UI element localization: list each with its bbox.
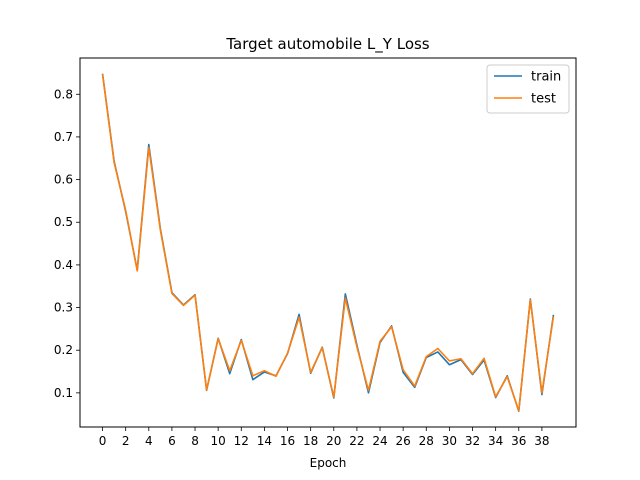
- chart-title: Target automobile L_Y Loss: [225, 35, 429, 54]
- x-tick-label: 12: [234, 434, 249, 448]
- x-tick-label: 24: [372, 434, 387, 448]
- series-line-test: [101, 74, 555, 412]
- y-tick-label: 0.7: [54, 130, 73, 144]
- y-tick-label: 0.4: [54, 258, 73, 272]
- y-tick-label: 0.2: [54, 343, 73, 357]
- y-tick-label: 0.6: [54, 173, 73, 187]
- y-tick-label: 0.8: [54, 87, 73, 101]
- x-tick-label: 28: [419, 434, 434, 448]
- x-tick-label: 34: [488, 434, 503, 448]
- x-tick-label: 36: [511, 434, 526, 448]
- x-tick-label: 18: [303, 434, 318, 448]
- x-tick-label: 4: [145, 434, 153, 448]
- x-tick-label: 6: [168, 434, 176, 448]
- x-tick-label: 10: [211, 434, 226, 448]
- x-axis: 0 2 4 6 8 10 12 14 16 18 20 22 24 26 28 30 32 34 36 38: [99, 427, 550, 448]
- y-tick-label: 0.3: [54, 301, 73, 315]
- x-tick-label: 32: [465, 434, 480, 448]
- y-axis: 0.1 0.2 0.3 0.4 0.5 0.6 0.7 0.8: [54, 87, 80, 400]
- x-tick-label: 0: [99, 434, 107, 448]
- x-tick-label: 22: [349, 434, 364, 448]
- plot-lines: [101, 73, 555, 413]
- x-axis-label: Epoch: [310, 456, 347, 470]
- x-tick-label: 26: [396, 434, 411, 448]
- x-tick-label: 20: [326, 434, 341, 448]
- plot-frame: [79, 57, 577, 428]
- legend: train test: [486, 64, 570, 114]
- x-tick-label: 8: [191, 434, 199, 448]
- series-line-train: [101, 73, 555, 413]
- x-tick-label: 38: [534, 434, 549, 448]
- y-tick-label: 0.5: [54, 215, 73, 229]
- legend-label-test: test: [531, 92, 556, 107]
- x-tick-label: 2: [122, 434, 130, 448]
- y-tick-label: 0.1: [54, 386, 73, 400]
- x-tick-label: 30: [442, 434, 457, 448]
- legend-box: [486, 64, 570, 114]
- x-tick-label: 14: [257, 434, 272, 448]
- legend-label-train: train: [531, 70, 561, 85]
- x-tick-label: 16: [280, 434, 295, 448]
